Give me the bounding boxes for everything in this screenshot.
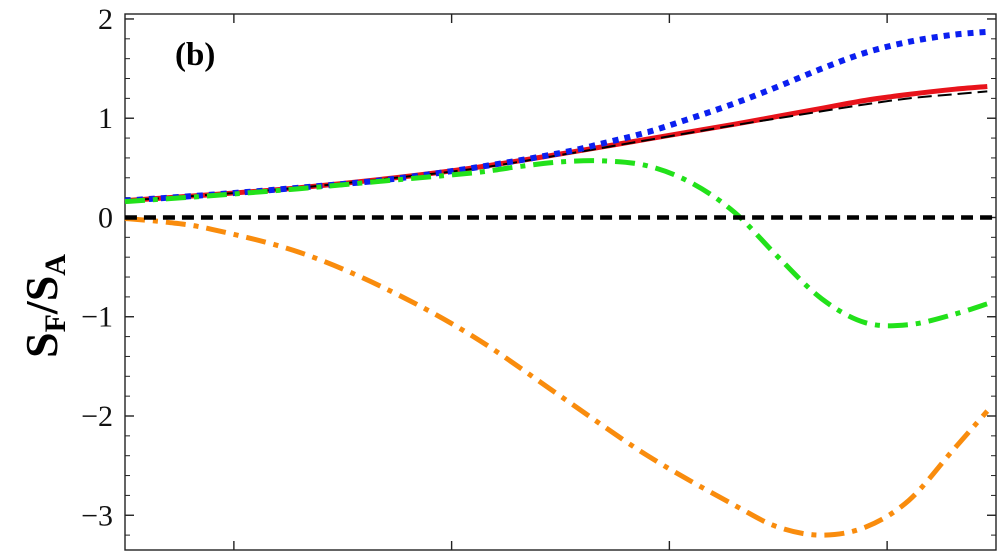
y-tick-label: −1	[81, 301, 113, 334]
x-axis-ticks	[233, 14, 888, 550]
y-label-main: S	[16, 332, 67, 358]
series-layer	[124, 28, 996, 538]
y-tick-label: −2	[81, 400, 113, 433]
series-line-dash-dot-orange	[124, 215, 990, 538]
y-tick-label: 2	[98, 3, 113, 36]
y-tick-label: 1	[98, 102, 113, 135]
series-line-solid-red	[124, 83, 988, 204]
panel-label: (b)	[175, 37, 215, 73]
series-line-thin-black-dashed	[124, 90, 988, 202]
plot-frame	[124, 13, 997, 551]
y-tick-label: −3	[81, 499, 113, 532]
y-axis-label: SF/SA	[16, 254, 72, 358]
series-line-dash-dot-green	[124, 158, 989, 329]
y-label-slash: /S	[16, 276, 67, 315]
y-axis-ticks: 2 1 0 −1 −2 −3	[81, 3, 996, 536]
y-tick-label: 0	[98, 201, 113, 234]
y-label-sub1: F	[39, 314, 72, 332]
series-line-dotted-blue	[124, 28, 988, 204]
y-label-sub2: A	[39, 254, 72, 276]
